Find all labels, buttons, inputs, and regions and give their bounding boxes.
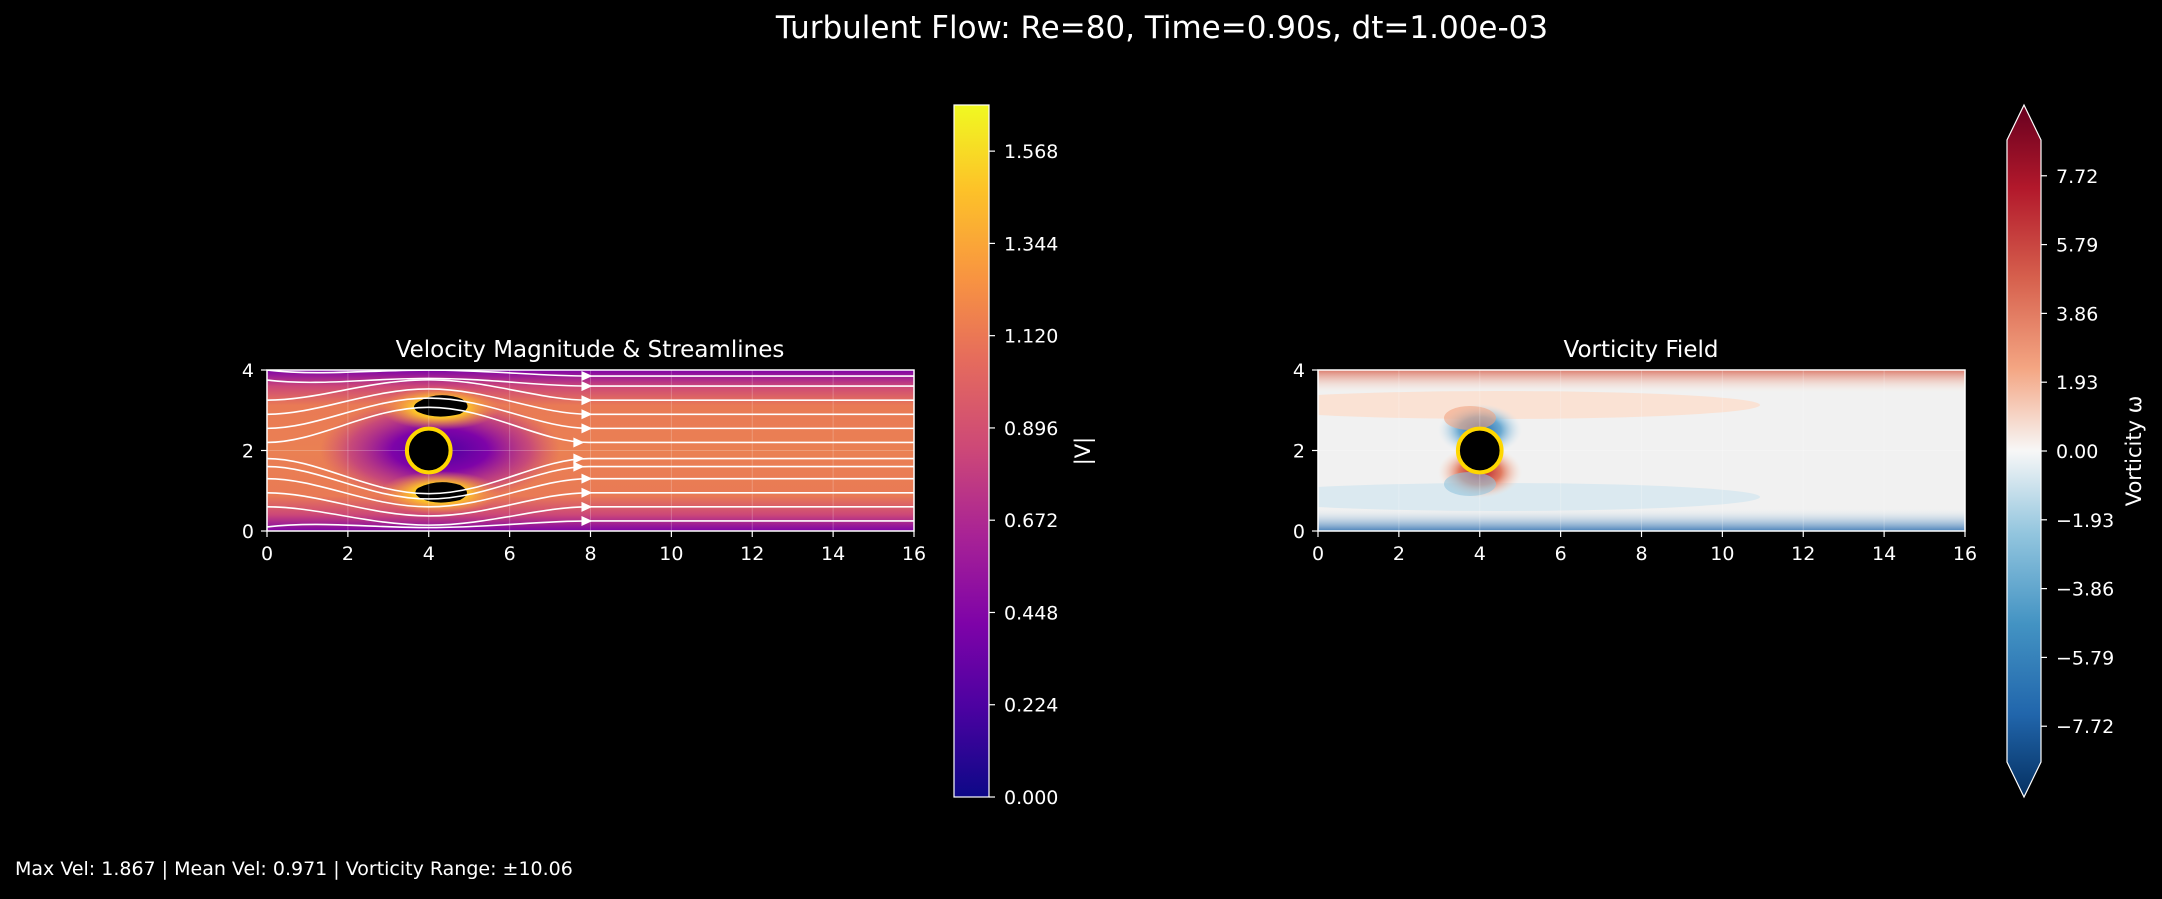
vorticity-colorbar-ticks: −7.72 −5.79 −3.86 −1.93 0.00 1.93 3.86 5.79 7.72 [2041, 166, 2114, 738]
x-tick-label: 0 [261, 543, 273, 565]
streamline-arrow [581, 423, 593, 434]
vorticity-panel: Vorticity Field 0 2 4 6 8 10 12 14 16 0 2 4 [1293, 337, 1977, 565]
vorticity-colorbar-tick: −7.72 [2056, 716, 2114, 738]
vorticity-colorbar-tick: −3.86 [2056, 579, 2114, 601]
streamline-arrow [581, 371, 593, 382]
streamlines [267, 370, 914, 529]
vorticity-colorbar-tick: −1.93 [2056, 510, 2114, 532]
streamline [267, 388, 914, 416]
y-tick-label: 2 [1293, 441, 1305, 463]
streamline [267, 378, 914, 401]
velocity-colorbar-tick: 0.896 [1004, 418, 1058, 440]
x-tick-label: 4 [1474, 543, 1486, 565]
y-tick-label: 0 [242, 521, 254, 543]
x-tick-label: 14 [821, 543, 845, 565]
streamline [267, 520, 914, 529]
x-tick-label: 12 [740, 543, 764, 565]
streamline [267, 465, 914, 500]
vorticity-colorbar-tick: 1.93 [2056, 372, 2098, 394]
vorticity-field [1318, 370, 1965, 531]
velocity-panel: Velocity Magnitude & Streamlines 0 2 4 6 8 10… [242, 337, 926, 565]
x-tick-label: 14 [1872, 543, 1896, 565]
streamline [267, 457, 914, 495]
vorticity-panel-title: Vorticity Field [1564, 337, 1719, 363]
vorticity-colorbar: −7.72 −5.79 −3.86 −1.93 0.00 1.93 3.86 5.79 7.72… [2006, 103, 2146, 799]
vorticity-colorbar-tick: −5.79 [2056, 647, 2114, 669]
velocity-colorbar-tick: 1.344 [1004, 233, 1058, 255]
velocity-grid [267, 370, 914, 531]
velocity-colorbar-label: |V| [1071, 437, 1096, 466]
vorticity-colorbar-tick: 3.86 [2056, 303, 2098, 325]
velocity-colorbar-tick: 0.000 [1004, 787, 1058, 809]
streamline-arrow [581, 501, 593, 512]
x-tick-label: 8 [584, 543, 596, 565]
x-tick-label: 6 [1555, 543, 1567, 565]
y-tick-label: 4 [1293, 360, 1305, 382]
streamline-arrow [581, 409, 593, 420]
streamline [267, 506, 914, 526]
streamline [267, 397, 914, 430]
velocity-colorbar-tick: 0.224 [1004, 695, 1058, 717]
x-tick-label: 16 [902, 543, 926, 565]
velocity-panel-title: Velocity Magnitude & Streamlines [396, 337, 785, 363]
cylinder-obstacle [404, 426, 453, 475]
vorticity-colorbar-tick: 0.00 [2056, 441, 2098, 463]
y-tick-label: 0 [1293, 521, 1305, 543]
streamline [267, 406, 914, 444]
stats-footer: Max Vel: 1.867 | Mean Vel: 0.971 | Vorti… [15, 858, 573, 880]
velocity-colorbar-ticks: 0.000 0.224 0.448 0.672 0.896 1.120 1.344 1.568 [989, 141, 1058, 809]
x-tick-label: 0 [1312, 543, 1324, 565]
vorticity-colorbar-tick: 7.72 [2056, 166, 2098, 188]
streamline-arrow [581, 515, 593, 526]
y-tick-label: 2 [242, 441, 254, 463]
streamline-arrow [581, 487, 593, 498]
x-tick-label: 8 [1635, 543, 1647, 565]
velocity-field [267, 370, 914, 531]
vorticity-colorbar-label: Vorticity ω [2122, 396, 2146, 507]
streamline [267, 491, 914, 517]
x-tick-label: 10 [659, 543, 683, 565]
cylinder-obstacle [1455, 426, 1504, 475]
x-tick-label: 6 [504, 543, 516, 565]
x-tick-label: 12 [1791, 543, 1815, 565]
y-tick-label: 4 [242, 360, 254, 382]
streamline-arrow [581, 395, 593, 406]
velocity-colorbar-tick: 1.568 [1004, 141, 1058, 163]
velocity-axes: 0 2 4 6 8 10 12 14 16 0 2 4 [242, 360, 926, 565]
streamline-arrow [573, 437, 585, 448]
velocity-colorbar-tick: 0.672 [1004, 510, 1058, 532]
x-tick-label: 10 [1710, 543, 1734, 565]
streamline-arrow [573, 453, 585, 464]
vorticity-axes: 0 2 4 6 8 10 12 14 16 0 2 4 [1293, 360, 1977, 565]
streamline-arrow [581, 473, 593, 484]
x-tick-label: 4 [423, 543, 435, 565]
velocity-colorbar-tick: 0.448 [1004, 602, 1058, 624]
figure-title: Turbulent Flow: Re=80, Time=0.90s, dt=1.… [775, 10, 1548, 46]
streamline [267, 477, 914, 508]
x-tick-label: 2 [342, 543, 354, 565]
x-tick-label: 16 [1953, 543, 1977, 565]
streamline [267, 377, 914, 387]
streamline-arrow [573, 461, 585, 472]
velocity-colorbar: 0.000 0.224 0.448 0.672 0.896 1.120 1.344 1.568… [953, 104, 1096, 809]
vorticity-colorbar-tick: 5.79 [2056, 235, 2098, 257]
streamline-arrow [581, 381, 593, 392]
velocity-colorbar-tick: 1.120 [1004, 326, 1058, 348]
x-tick-label: 2 [1393, 543, 1405, 565]
